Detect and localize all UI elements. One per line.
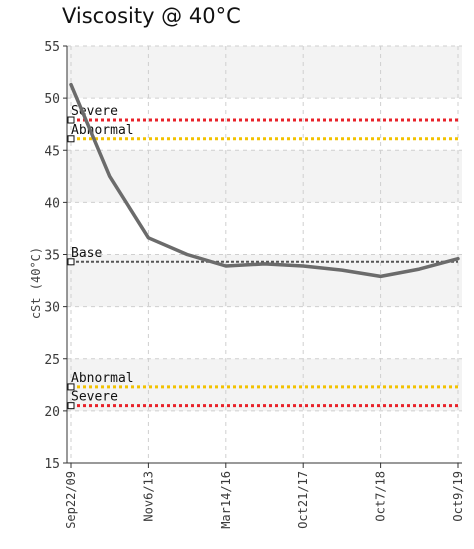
y-tick-label: 25 (44, 353, 60, 368)
y-tick-label: 50 (44, 92, 60, 107)
axes (63, 45, 462, 468)
y-tick-label: 45 (44, 144, 60, 159)
y-tick-label: 15 (44, 457, 60, 472)
reference-lines: Severe Abnormal Base Abnormal Severe (67, 104, 458, 410)
x-tick-label: Oct9/19 (451, 471, 465, 522)
reference-label: Severe (71, 390, 118, 405)
reference-label: Severe (71, 104, 118, 119)
x-tick-label: Sep22/09 (64, 471, 78, 529)
plot-band (67, 358, 462, 411)
series-lines (69, 82, 460, 279)
reference-marker (67, 383, 75, 391)
viscosity-series-line (69, 82, 460, 279)
reference-marker (67, 135, 75, 143)
y-tick-label: 35 (44, 249, 60, 264)
y-tick-label: 40 (44, 196, 60, 211)
y-axis-label: cSt (40°C) (29, 247, 43, 319)
reference-label: Abnormal (71, 371, 134, 386)
plot-band (67, 150, 462, 203)
reference-marker (67, 116, 75, 124)
reference-label: Base (71, 246, 102, 261)
x-tick-label: Oct7/18 (374, 471, 388, 522)
y-tick-labels: 15 20 25 30 35 40 45 50 55 (44, 40, 60, 472)
x-tick-label: Oct21/17 (296, 471, 310, 529)
y-tick-label: 30 (44, 301, 60, 316)
reference-label: Abnormal (71, 123, 134, 138)
reference-marker (67, 402, 75, 410)
x-tick-labels: Sep22/09 Nov6/13 Mar14/16 Oct21/17 Oct7/18 Oc… (64, 471, 465, 529)
grid-lines (67, 45, 462, 463)
plot-bands (67, 46, 462, 411)
plot-band (67, 46, 462, 99)
y-tick-label: 55 (44, 40, 60, 55)
x-tick-label: Nov6/13 (141, 471, 155, 522)
reference-marker (67, 258, 75, 266)
x-tick-label: Mar14/16 (219, 471, 233, 529)
chart-title: Viscosity @ 40°C (62, 4, 241, 28)
y-tick-label: 20 (44, 405, 60, 420)
